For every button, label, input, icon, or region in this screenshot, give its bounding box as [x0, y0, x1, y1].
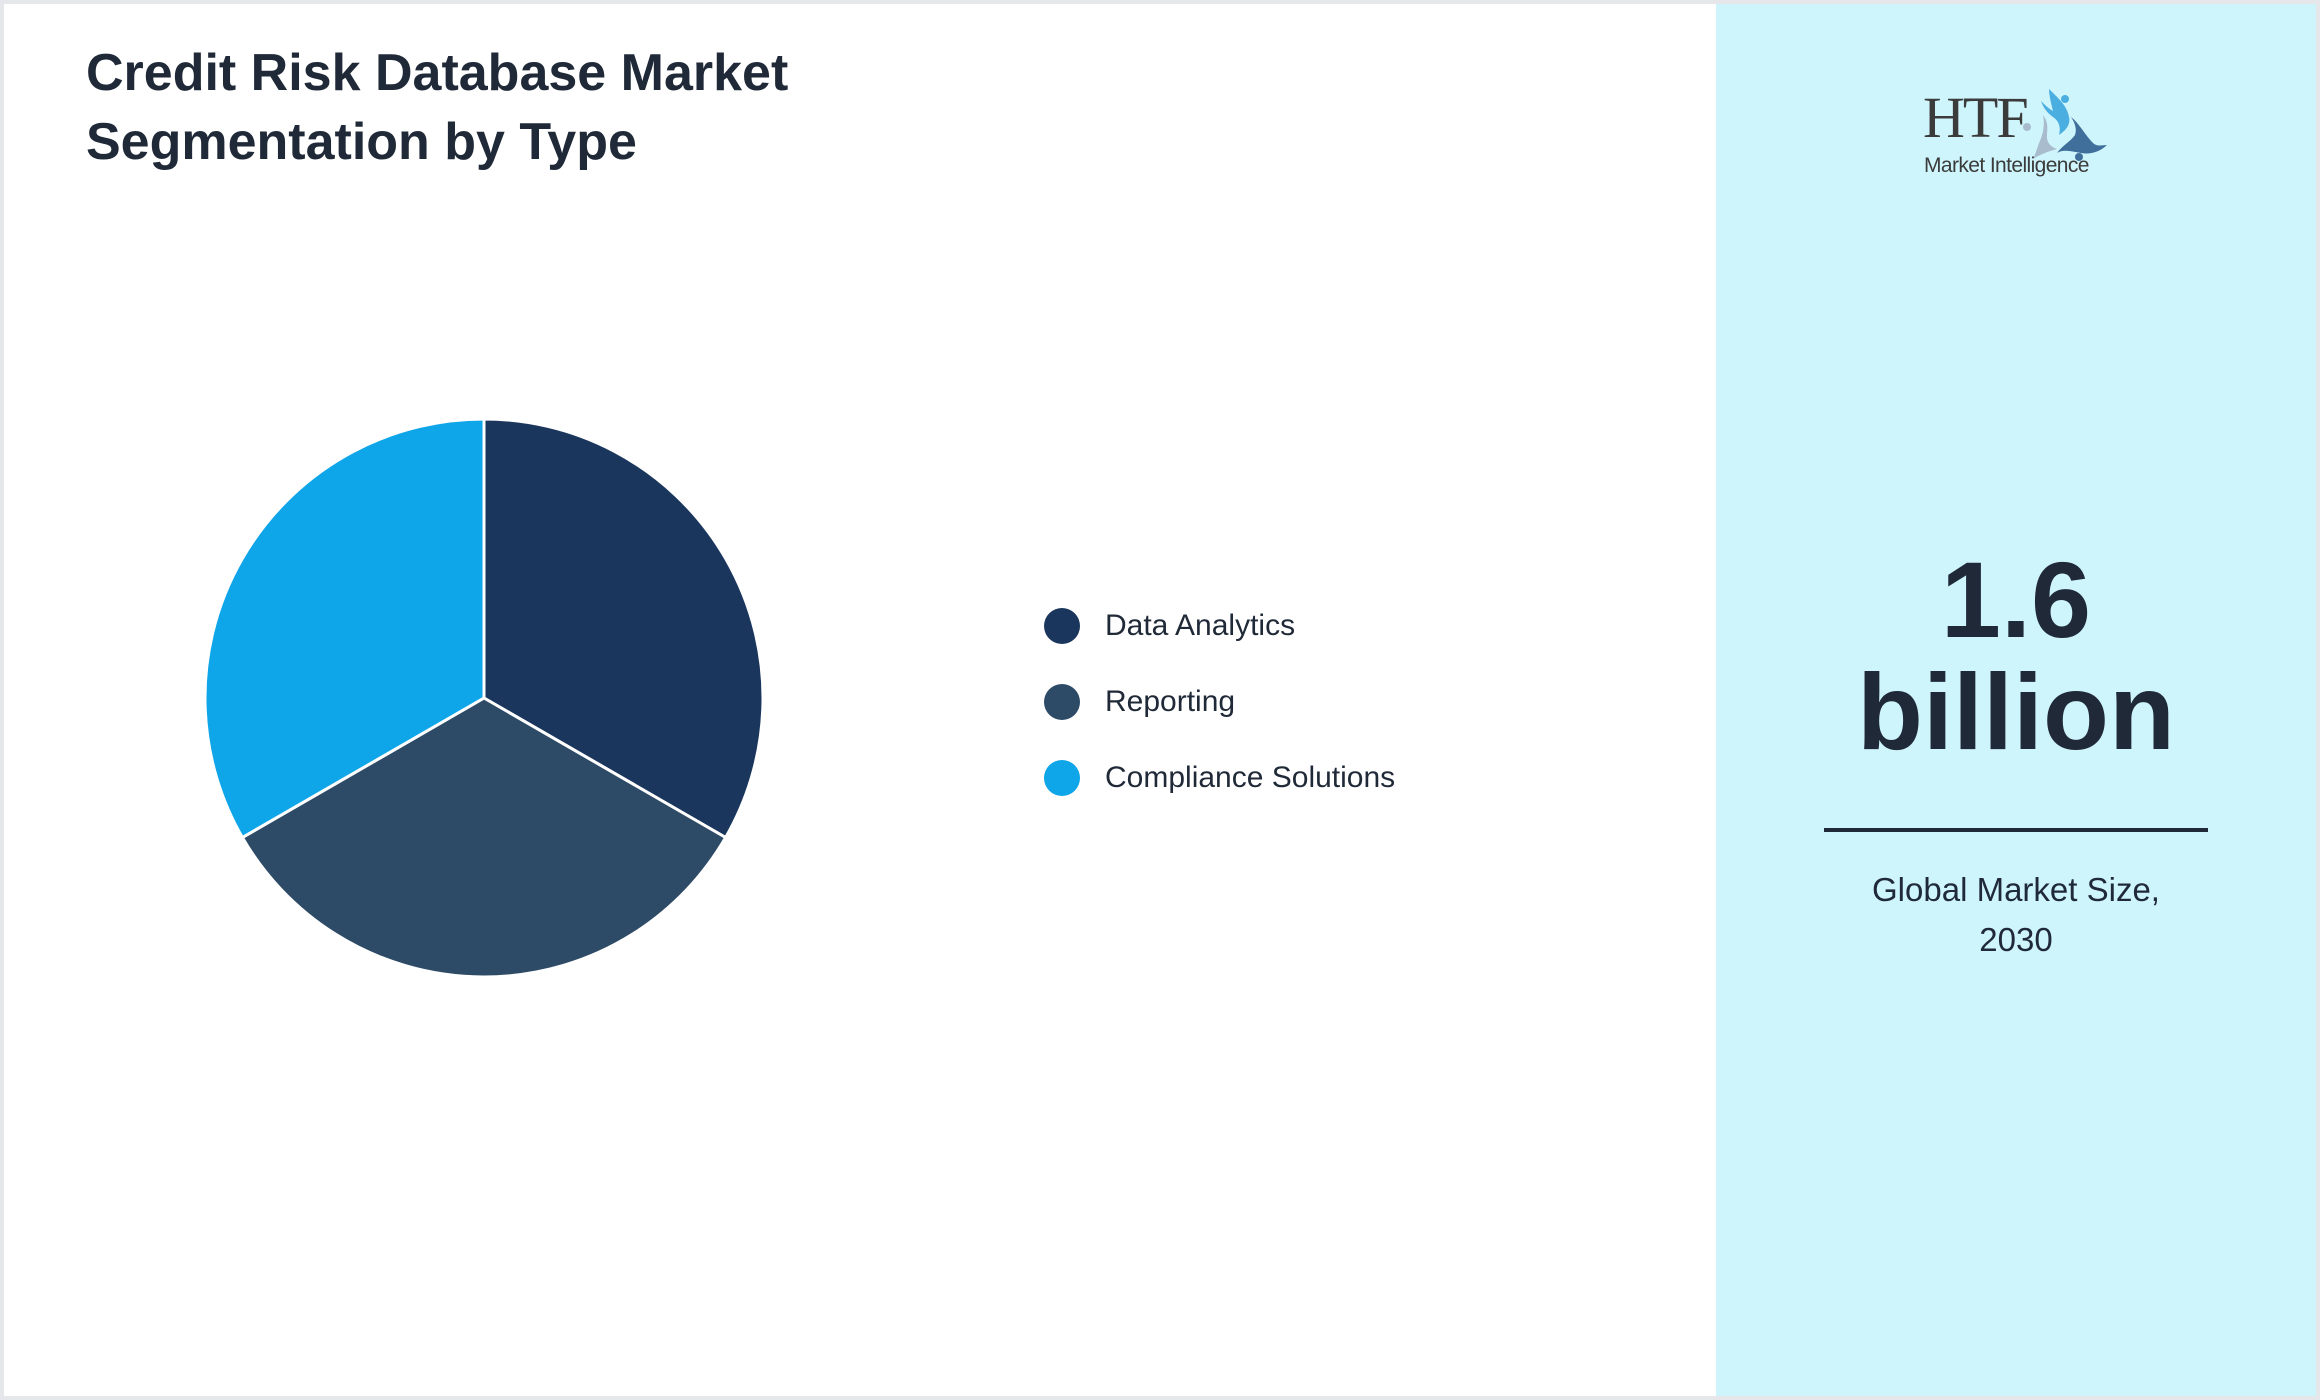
- chart-title: Credit Risk Database Market Segmentation…: [86, 39, 788, 177]
- chart-title-line-2: Segmentation by Type: [86, 113, 637, 171]
- caption-line-2: 2030: [1979, 921, 2053, 958]
- market-size-value: 1.6 billion: [1716, 544, 2316, 768]
- legend-item-reporting: Reporting: [1044, 680, 1235, 724]
- market-size-number: 1.6: [1940, 539, 2092, 660]
- pie-slice-data-analytics: [482, 417, 765, 839]
- chart-title-line-1: Credit Risk Database Market: [86, 44, 789, 102]
- legend-item-compliance-solutions: Compliance Solutions: [1044, 756, 1395, 800]
- caption-line-1: Global Market Size,: [1872, 871, 2160, 908]
- infographic-frame: Credit Risk Database Market Segmentation…: [4, 4, 2316, 1396]
- pie-chart: [203, 417, 765, 979]
- logo-brand-text: HTF: [1923, 85, 2029, 150]
- legend-item-data-analytics: Data Analytics: [1044, 604, 1295, 648]
- htf-logo: HTF Market Intelligence: [1921, 80, 2111, 185]
- legend-swatch-icon: [1044, 684, 1080, 720]
- divider: [1824, 828, 2208, 832]
- market-size-panel: HTF Market Intelligence 1.6 billion Glob…: [1716, 4, 2316, 1396]
- chart-area: Credit Risk Database Market Segmentation…: [4, 4, 1716, 1396]
- market-size-unit: billion: [1857, 651, 2175, 772]
- legend-label: Data Analytics: [1105, 609, 1296, 642]
- legend-swatch-icon: [1044, 760, 1080, 796]
- legend-label: Reporting: [1105, 685, 1236, 718]
- pie-slice-compliance-solutions: [203, 417, 486, 839]
- legend-swatch-icon: [1044, 608, 1080, 644]
- htf-swirl-logo-icon: [2023, 89, 2107, 161]
- pie-slice-reporting: [240, 696, 728, 979]
- logo-tagline: Market Intelligence: [1924, 154, 2089, 177]
- market-size-caption: Global Market Size, 2030: [1716, 865, 2316, 965]
- legend-label: Compliance Solutions: [1105, 761, 1396, 794]
